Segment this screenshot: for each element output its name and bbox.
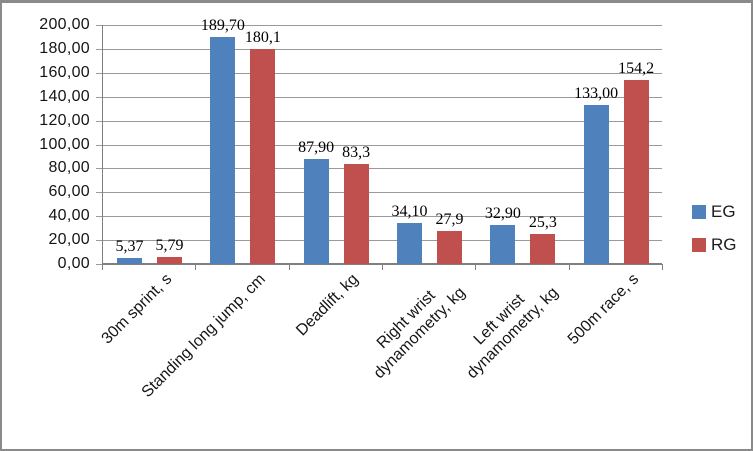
x-axis-tick	[569, 264, 570, 270]
data-label-rg-1: 5,79	[155, 237, 184, 255]
x-axis-tick	[102, 264, 103, 270]
data-label-eg-4: 34,10	[391, 203, 428, 221]
data-label-rg-5: 25,3	[528, 213, 557, 231]
gridline	[96, 168, 662, 169]
bar-eg-5	[490, 224, 516, 264]
y-axis	[102, 25, 103, 264]
gridline	[96, 192, 662, 193]
gridline	[96, 121, 662, 122]
bar-rg-4	[437, 230, 462, 264]
category-label: 30m sprint, s	[98, 270, 176, 348]
y-axis-tick-label: 100,00	[39, 136, 90, 153]
y-axis-tick-label: 140,00	[39, 88, 90, 105]
bar-eg-3	[303, 158, 329, 264]
y-axis-tick-label: 60,00	[48, 183, 90, 200]
bar-rg-5	[530, 233, 556, 264]
y-axis-tick-label: 20,00	[48, 231, 90, 248]
gridline	[96, 216, 662, 217]
bar-rg-3	[343, 164, 369, 264]
y-axis-tick-label: 0,00	[57, 255, 90, 272]
y-axis-tick-label: 120,00	[39, 112, 90, 129]
bar-eg-6	[583, 105, 609, 264]
data-label-rg-3: 83,3	[342, 144, 371, 162]
x-axis-tick	[195, 264, 196, 270]
legend-item-rg: RG	[692, 235, 737, 255]
gridline	[96, 97, 662, 98]
data-label-rg-4: 27,9	[435, 210, 464, 228]
category-label: Right wrist dynamometry, kg	[370, 284, 469, 383]
legend-swatch-eg	[692, 205, 706, 219]
y-axis-tick-label: 160,00	[39, 64, 90, 81]
category-label: Deadlift, kg	[293, 270, 363, 340]
gridline	[96, 240, 662, 241]
legend: EG RG	[692, 202, 737, 255]
bar-rg-1	[157, 257, 182, 264]
legend-label-rg: RG	[711, 235, 737, 254]
gridline	[96, 73, 662, 74]
bar-rg-6	[623, 79, 649, 264]
data-label-rg-6: 154,2	[618, 59, 655, 77]
data-label-rg-2: 180,1	[244, 28, 281, 46]
data-label-eg-3: 87,90	[298, 138, 335, 156]
legend-item-eg: EG	[692, 202, 737, 222]
category-label: Left wrist dynamometry, kg	[464, 284, 563, 383]
y-axis-tick-label: 80,00	[48, 159, 90, 176]
gridline	[96, 145, 662, 146]
plot-area: 0,00 20,00 40,00 60,00 80,00 100,00 120,00 140,…	[2, 3, 751, 449]
legend-label-eg: EG	[711, 202, 736, 221]
y-axis-tick-label: 200,00	[39, 16, 90, 33]
bar-eg-1	[117, 257, 142, 264]
y-axis-tick-label: 180,00	[39, 40, 90, 57]
data-label-eg-5: 32,90	[484, 204, 521, 222]
data-label-eg-6: 133,00	[574, 85, 619, 103]
category-label: 500m race, s	[564, 270, 643, 349]
x-axis-tick	[289, 264, 290, 270]
gridline	[96, 49, 662, 50]
data-label-eg-1: 5,37	[115, 237, 144, 255]
x-axis-tick	[475, 264, 476, 270]
bar-rg-2	[250, 48, 276, 264]
y-axis-tick-label: 40,00	[48, 207, 90, 224]
x-axis-tick	[662, 264, 663, 270]
gridline	[96, 25, 662, 26]
bar-eg-2	[210, 37, 236, 264]
bar-eg-4	[397, 223, 422, 264]
data-label-eg-2: 189,70	[200, 17, 245, 35]
legend-swatch-rg	[692, 238, 706, 252]
x-axis-tick	[382, 264, 383, 270]
